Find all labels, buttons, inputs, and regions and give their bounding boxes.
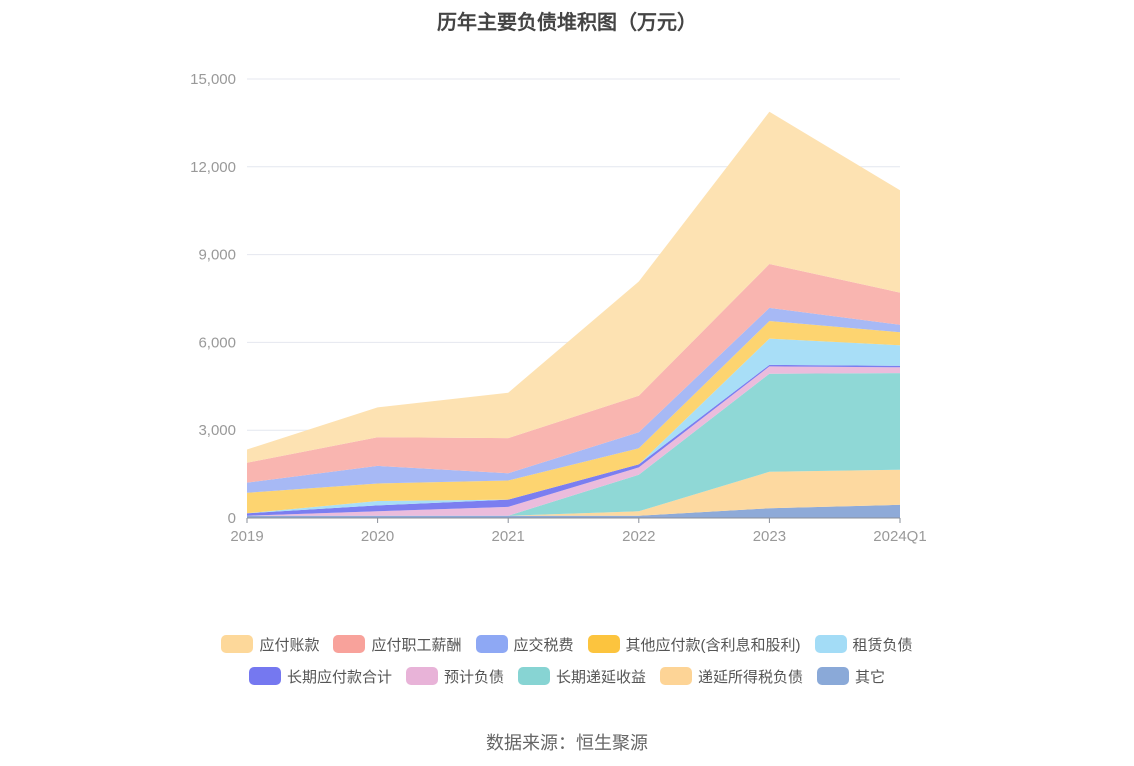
legend-item[interactable]: 长期应付款合计 [248,666,392,687]
legend-label: 应交税费 [513,636,574,654]
legend-swatch [248,667,281,685]
legend-label: 其它 [855,668,886,686]
legend-label: 长期递延收益 [555,668,646,686]
legend: 应付账款 应付职工薪酬 应交税费 其他应付款(含利息和股利) 租赁负债 长期应付款合计 预… [0,628,1134,692]
legend-swatch [475,635,508,653]
legend-item[interactable]: 应付职工薪酬 [333,634,462,655]
area-9[interactable] [247,264,900,483]
x-tick-label: 2020 [361,528,394,545]
legend-swatch [660,667,692,685]
y-tick-label: 15,000 [190,71,236,88]
legend-label: 应付账款 [259,636,320,654]
area-10[interactable] [247,111,900,463]
legend-item[interactable]: 其他应付款(含利息和股利) [587,634,801,655]
legend-item[interactable]: 长期递延收益 [517,666,646,687]
legend-item[interactable]: 其它 [817,666,885,687]
y-tick-label: 0 [228,510,236,527]
area-2[interactable] [247,469,900,516]
y-tick-label: 6,000 [198,334,236,351]
legend-swatch [817,667,850,685]
y-tick-label: 3,000 [198,422,236,439]
legend-swatch [517,667,550,685]
x-tick-label: 2021 [492,528,525,545]
x-tick-label: 2022 [622,528,655,545]
legend-row: 长期应付款合计 预计负债 长期递延收益 递延所得税负债 其它 [0,660,1134,692]
area-3[interactable] [247,373,900,516]
legend-label: 长期应付款合计 [286,668,392,686]
axes: 0 3,000 6,000 9,000 12,000 15,000 2019 2020 2021… [190,71,927,545]
legend-swatch [333,635,366,653]
x-tick-label: 2019 [230,528,263,545]
legend-item[interactable]: 应交税费 [475,634,574,655]
legend-swatch [405,667,438,685]
area-5[interactable] [247,364,900,516]
data-source: 数据来源：恒生聚源 [486,733,648,753]
legend-item[interactable]: 租赁负债 [814,634,913,655]
legend-swatch [814,635,847,653]
legend-item[interactable]: 应付账款 [221,634,319,655]
legend-row: 应付账款 应付职工薪酬 应交税费 其他应付款(含利息和股利) 租赁负债 [0,628,1134,660]
legend-label: 租赁负债 [852,636,913,654]
chart-title: 历年主要负债堆积图（万元） [437,12,697,34]
x-tick-label: 2023 [753,528,786,545]
y-tick-label: 9,000 [198,247,236,264]
legend-swatch [587,635,620,653]
legend-label: 预计负债 [443,668,504,686]
area-6[interactable] [247,338,900,514]
legend-label: 递延所得税负债 [698,668,804,686]
area-series [247,111,900,518]
legend-label: 其他应付款(含利息和股利) [625,636,801,654]
y-tick-label: 12,000 [190,159,236,176]
x-tick-label: 2024Q1 [873,528,926,545]
stacked-area-chart: 0 3,000 6,000 9,000 12,000 15,000 2019 2020 2021… [190,71,927,545]
legend-swatch [221,635,254,653]
area-8[interactable] [247,307,900,493]
legend-label: 应付职工薪酬 [371,636,462,654]
area-7[interactable] [247,321,900,514]
legend-item[interactable]: 递延所得税负债 [660,666,803,687]
area-1[interactable] [247,504,900,518]
legend-item[interactable]: 预计负债 [405,666,504,687]
